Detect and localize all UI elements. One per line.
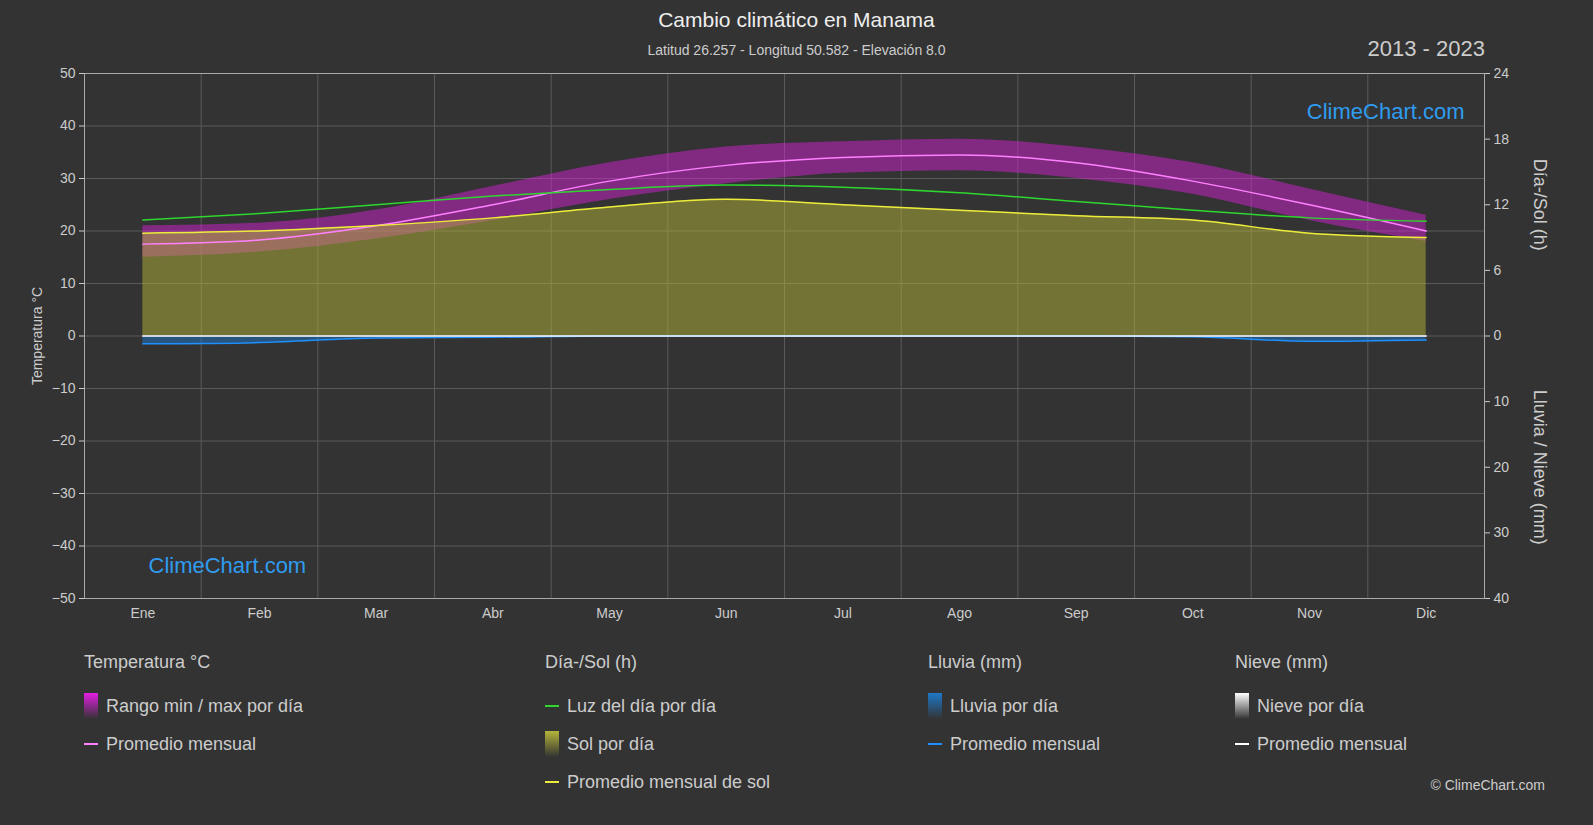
svg-text:50: 50 bbox=[60, 65, 76, 81]
html-text:Día-/Sol (h): Día-/Sol (h) bbox=[545, 652, 637, 672]
svg-text:30: 30 bbox=[1494, 524, 1510, 540]
svg-text:−20: −20 bbox=[52, 432, 76, 448]
svg-text:Dic: Dic bbox=[1416, 605, 1436, 621]
svg-text:10: 10 bbox=[1494, 393, 1510, 409]
svg-text:40: 40 bbox=[1494, 590, 1510, 606]
svg-text:May: May bbox=[596, 605, 622, 621]
svg-text:20: 20 bbox=[60, 222, 76, 238]
svg-text:24: 24 bbox=[1494, 65, 1510, 81]
svg-text:−10: −10 bbox=[52, 380, 76, 396]
html-text:Promedio mensual: Promedio mensual bbox=[950, 733, 1101, 754]
html-text:Luz del día por día: Luz del día por día bbox=[567, 695, 717, 716]
svg-text:Lluvia / Nieve (mm): Lluvia / Nieve (mm) bbox=[1530, 390, 1550, 545]
svg-text:Jul: Jul bbox=[834, 605, 852, 621]
html-text:Nieve por día: Nieve por día bbox=[1257, 695, 1365, 716]
svg-text:6: 6 bbox=[1494, 262, 1502, 278]
svg-text:Día-/Sol (h): Día-/Sol (h) bbox=[1530, 159, 1550, 251]
html-text:Promedio mensual: Promedio mensual bbox=[106, 733, 257, 754]
svg-text:12: 12 bbox=[1494, 196, 1510, 212]
svg-text:30: 30 bbox=[60, 170, 76, 186]
html-text:Promedio mensual: Promedio mensual bbox=[1257, 733, 1408, 754]
svg-text:10: 10 bbox=[60, 275, 76, 291]
svg-text:ClimeChart.com: ClimeChart.com bbox=[149, 553, 307, 578]
html-text:Temperatura °C: Temperatura °C bbox=[84, 652, 211, 672]
svg-text:Mar: Mar bbox=[364, 605, 388, 621]
html-text:Nieve (mm): Nieve (mm) bbox=[1235, 652, 1328, 672]
svg-text:Oct: Oct bbox=[1182, 605, 1204, 621]
svg-text:−40: −40 bbox=[52, 537, 76, 553]
svg-text:Abr: Abr bbox=[482, 605, 504, 621]
html-text:Rango min / max por día: Rango min / max por día bbox=[106, 695, 304, 716]
svg-text:0: 0 bbox=[68, 327, 76, 343]
html-text:© ClimeChart.com: © ClimeChart.com bbox=[1430, 777, 1545, 793]
html-text:Latitud 26.257 - Longitud 50.5: Latitud 26.257 - Longitud 50.582 - Eleva… bbox=[647, 42, 946, 58]
svg-text:Sep: Sep bbox=[1064, 605, 1089, 621]
svg-text:40: 40 bbox=[60, 117, 76, 133]
svg-text:Ene: Ene bbox=[130, 605, 155, 621]
html-text:2013 - 2023: 2013 - 2023 bbox=[1367, 36, 1485, 61]
svg-text:Nov: Nov bbox=[1297, 605, 1322, 621]
html-text:Cambio climático en Manama: Cambio climático en Manama bbox=[658, 8, 935, 31]
svg-text:−50: −50 bbox=[52, 590, 76, 606]
svg-text:20: 20 bbox=[1494, 459, 1510, 475]
svg-text:−30: −30 bbox=[52, 485, 76, 501]
svg-text:Jun: Jun bbox=[715, 605, 738, 621]
html-text:Sol por día: Sol por día bbox=[567, 733, 655, 754]
svg-text:Ago: Ago bbox=[947, 605, 972, 621]
html-text:Lluvia por día: Lluvia por día bbox=[950, 695, 1059, 716]
svg-text:ClimeChart.com: ClimeChart.com bbox=[1307, 99, 1465, 124]
svg-text:0: 0 bbox=[1494, 327, 1502, 343]
html-text:Promedio mensual de sol: Promedio mensual de sol bbox=[567, 771, 771, 792]
html-text:Lluvia (mm): Lluvia (mm) bbox=[928, 652, 1022, 672]
svg-text:Temperatura °C: Temperatura °C bbox=[29, 287, 45, 385]
svg-text:Feb: Feb bbox=[247, 605, 271, 621]
svg-text:18: 18 bbox=[1494, 131, 1510, 147]
